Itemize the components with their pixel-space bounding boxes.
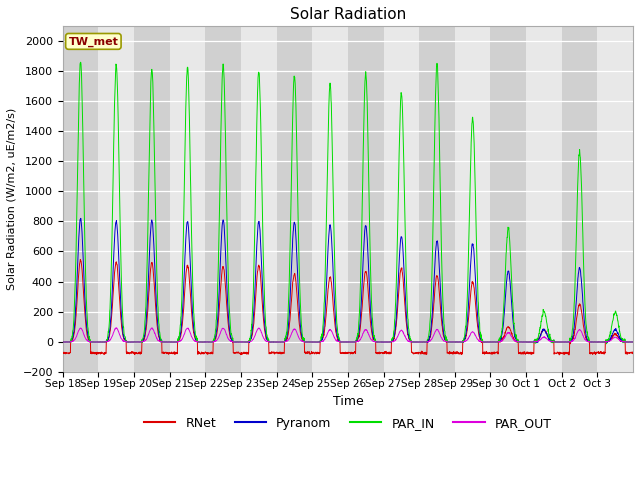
Bar [170, 26, 205, 372]
Bar [383, 26, 419, 372]
Bar [526, 26, 562, 372]
Bar [134, 26, 170, 372]
Bar [597, 26, 633, 372]
Bar [312, 26, 348, 372]
Bar [99, 26, 134, 372]
Text: TW_met: TW_met [68, 36, 118, 47]
Bar [205, 26, 241, 372]
Title: Solar Radiation: Solar Radiation [290, 7, 406, 22]
Bar [490, 26, 526, 372]
Bar [562, 26, 597, 372]
Bar [63, 26, 99, 372]
Bar [419, 26, 455, 372]
Bar [455, 26, 490, 372]
Bar [276, 26, 312, 372]
Bar [241, 26, 276, 372]
Y-axis label: Solar Radiation (W/m2, uE/m2/s): Solar Radiation (W/m2, uE/m2/s) [7, 108, 17, 290]
Legend: RNet, Pyranom, PAR_IN, PAR_OUT: RNet, Pyranom, PAR_IN, PAR_OUT [139, 412, 557, 435]
X-axis label: Time: Time [333, 395, 364, 408]
Bar [348, 26, 383, 372]
